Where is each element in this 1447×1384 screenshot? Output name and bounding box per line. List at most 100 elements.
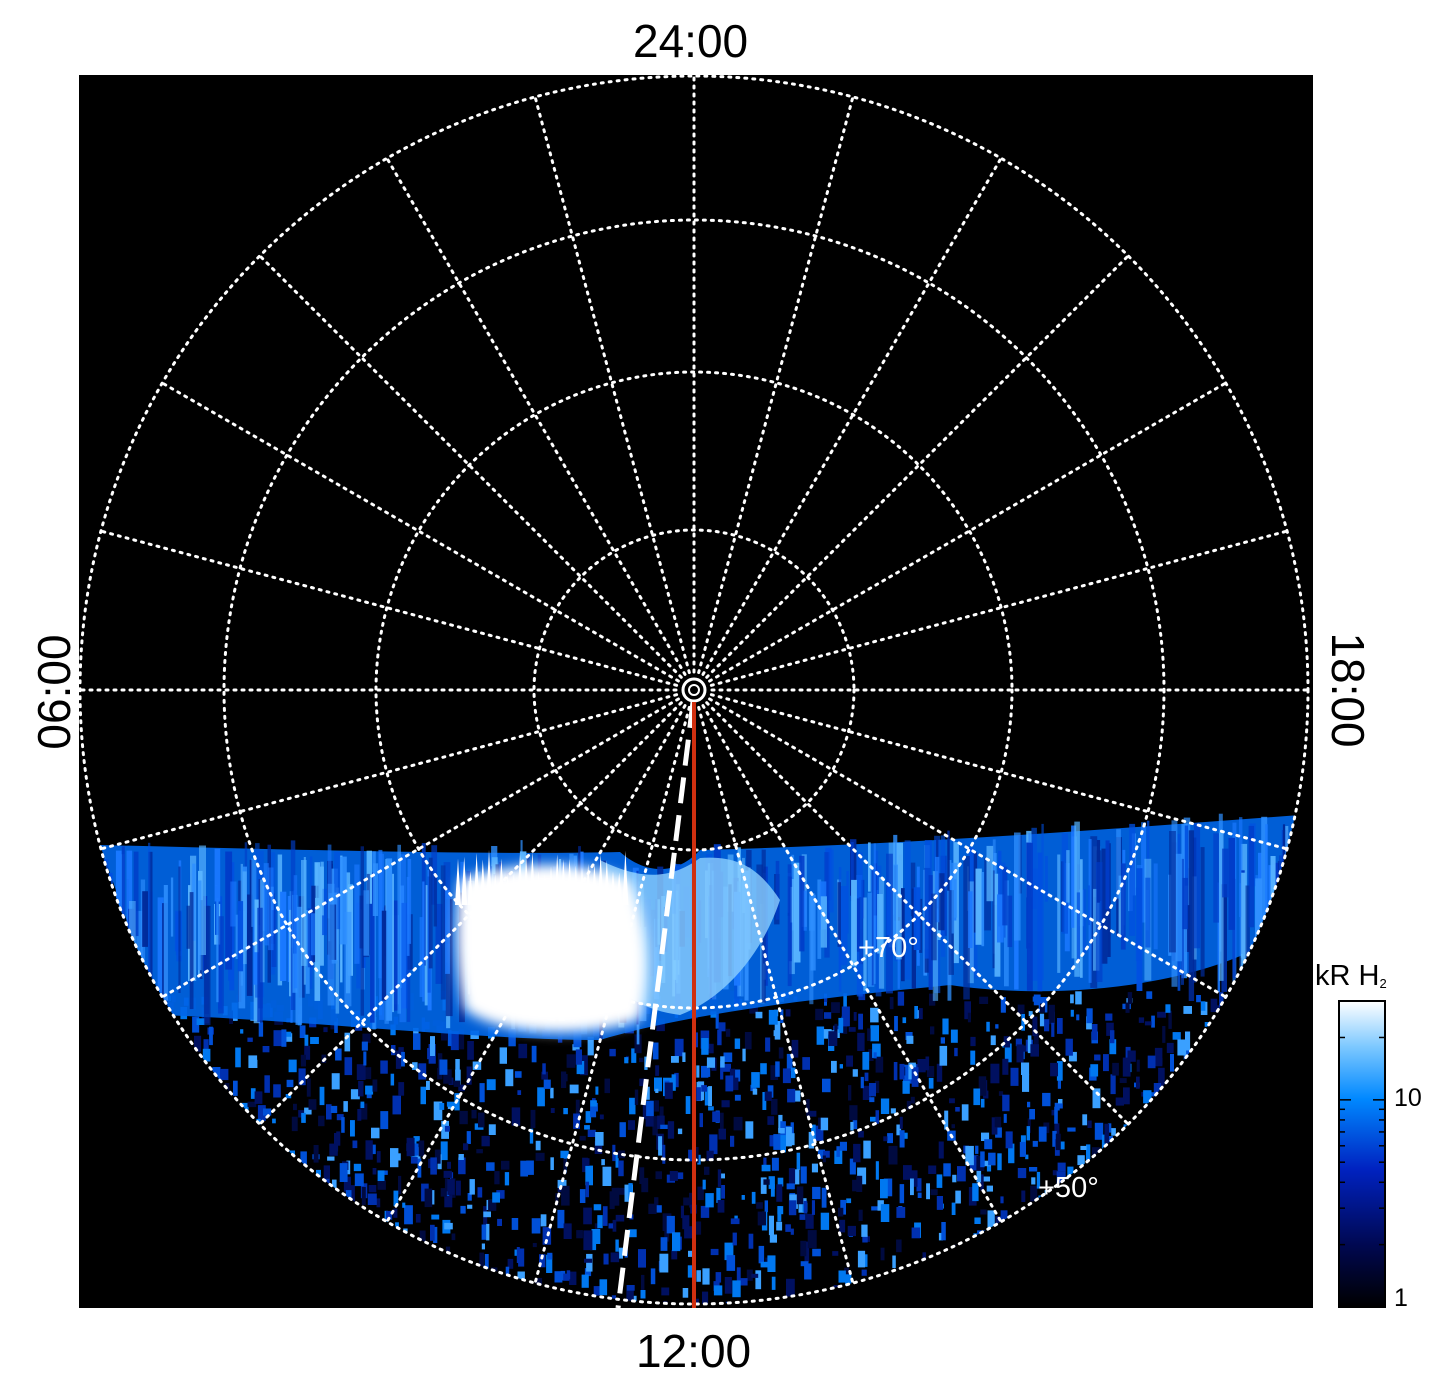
noise-speckle xyxy=(1056,1171,1066,1185)
band-streak xyxy=(1095,862,1103,982)
dashed-track-line xyxy=(615,701,696,1309)
bright-spike xyxy=(566,858,573,905)
longitude-meridian-8 xyxy=(708,697,1228,999)
noise-speckle xyxy=(410,1156,418,1164)
noise-speckle xyxy=(543,1079,551,1089)
noise-speckle xyxy=(458,1084,465,1092)
noise-speckle xyxy=(1038,1126,1047,1142)
noise-speckle xyxy=(450,1031,459,1051)
band-streak xyxy=(896,894,902,960)
noise-speckle xyxy=(323,1027,328,1033)
noise-speckle xyxy=(415,1214,421,1223)
noise-speckle xyxy=(717,1029,722,1046)
noise-speckle xyxy=(264,1075,270,1093)
noise-speckle xyxy=(1094,1054,1101,1061)
noise-speckle xyxy=(1054,1123,1060,1139)
noise-speckle xyxy=(784,1127,792,1147)
noise-speckle xyxy=(258,1022,264,1037)
band-streak xyxy=(189,892,194,1010)
pole-marker-outer xyxy=(681,677,707,703)
latitude-label-50: +50° xyxy=(1038,1172,1099,1204)
band-streak xyxy=(280,891,287,981)
noise-speckle xyxy=(954,1047,958,1057)
noise-speckle xyxy=(655,1088,659,1093)
noise-speckle xyxy=(666,1215,675,1234)
noise-speckle xyxy=(611,1187,620,1206)
noise-speckle xyxy=(1147,1055,1156,1069)
noise-speckle xyxy=(682,1052,686,1062)
band-streak xyxy=(1219,832,1224,981)
noise-speckle xyxy=(936,1063,943,1082)
noise-speckle xyxy=(1068,1051,1077,1062)
noise-speckle xyxy=(380,1111,389,1130)
band-streak xyxy=(295,906,303,1025)
noise-speckle xyxy=(964,1001,971,1020)
noise-speckle xyxy=(695,1298,699,1304)
noise-speckle xyxy=(518,1043,528,1059)
noise-speckle xyxy=(1056,1061,1063,1081)
noise-speckle xyxy=(546,1254,553,1273)
noise-speckle xyxy=(467,1193,472,1201)
noise-speckle xyxy=(1057,1103,1063,1109)
bright-auroral-patch xyxy=(456,865,647,1033)
noise-speckle xyxy=(724,1277,732,1294)
noise-speckle xyxy=(488,1200,497,1211)
colorbar-tick-label-10: 10 xyxy=(1394,1084,1422,1112)
noise-speckle xyxy=(816,1026,825,1045)
band-streak xyxy=(339,856,347,945)
band-streak xyxy=(1076,892,1081,963)
noise-speckle xyxy=(1058,1099,1063,1107)
noise-speckle xyxy=(869,1083,876,1097)
noise-speckle xyxy=(476,1149,483,1154)
noise-speckle xyxy=(455,1059,460,1072)
noise-speckle xyxy=(757,1211,766,1226)
noise-speckle xyxy=(603,1253,609,1265)
noise-speckle xyxy=(730,1218,740,1225)
noise-speckle xyxy=(732,1232,737,1246)
noise-speckle xyxy=(357,1109,362,1121)
noise-speckle xyxy=(585,1111,592,1123)
noise-speckle xyxy=(263,1108,272,1116)
band-streak xyxy=(1243,885,1250,972)
noise-speckle xyxy=(706,1057,715,1068)
noise-speckle xyxy=(1016,1044,1024,1063)
noise-speckle xyxy=(811,1163,818,1173)
longitude-meridian-21 xyxy=(258,254,683,679)
noise-speckle xyxy=(361,1041,368,1051)
noise-speckle xyxy=(896,1239,902,1253)
noise-speckle xyxy=(460,1205,466,1214)
noise-speckle xyxy=(257,1105,266,1121)
band-streak xyxy=(386,858,393,1021)
noise-speckle xyxy=(674,1072,679,1088)
noise-speckle xyxy=(419,1230,426,1244)
noise-speckle xyxy=(377,1170,385,1181)
noise-speckle xyxy=(896,1207,906,1218)
noise-speckle xyxy=(853,1012,857,1021)
noise-speckle xyxy=(860,1076,864,1089)
noise-speckle xyxy=(1166,1042,1174,1053)
noise-speckle xyxy=(458,1157,466,1175)
noise-speckle xyxy=(615,1214,625,1222)
noise-speckle xyxy=(788,1200,797,1216)
noise-speckle xyxy=(822,1155,826,1163)
noise-speckle xyxy=(488,1124,496,1135)
noise-speckle xyxy=(705,1193,714,1208)
noise-speckle xyxy=(688,1149,694,1162)
noise-speckle xyxy=(339,1163,348,1182)
noise-speckle xyxy=(799,1214,806,1220)
bright-patch-spikes xyxy=(455,850,629,905)
noise-speckle xyxy=(542,1227,552,1245)
noise-speckle xyxy=(807,1230,817,1249)
noise-speckle xyxy=(755,1270,762,1290)
noise-speckle xyxy=(220,1068,229,1081)
noise-speckle xyxy=(928,1077,934,1089)
band-streak xyxy=(997,894,1004,943)
noise-speckle xyxy=(748,1233,754,1249)
noise-speckle xyxy=(566,1054,576,1068)
band-streak xyxy=(992,870,995,969)
noise-speckle xyxy=(585,1165,593,1186)
noise-speckle xyxy=(984,1139,993,1150)
noise-speckle xyxy=(531,1218,541,1234)
band-streak xyxy=(1169,831,1176,953)
noise-speckle xyxy=(597,1215,603,1229)
